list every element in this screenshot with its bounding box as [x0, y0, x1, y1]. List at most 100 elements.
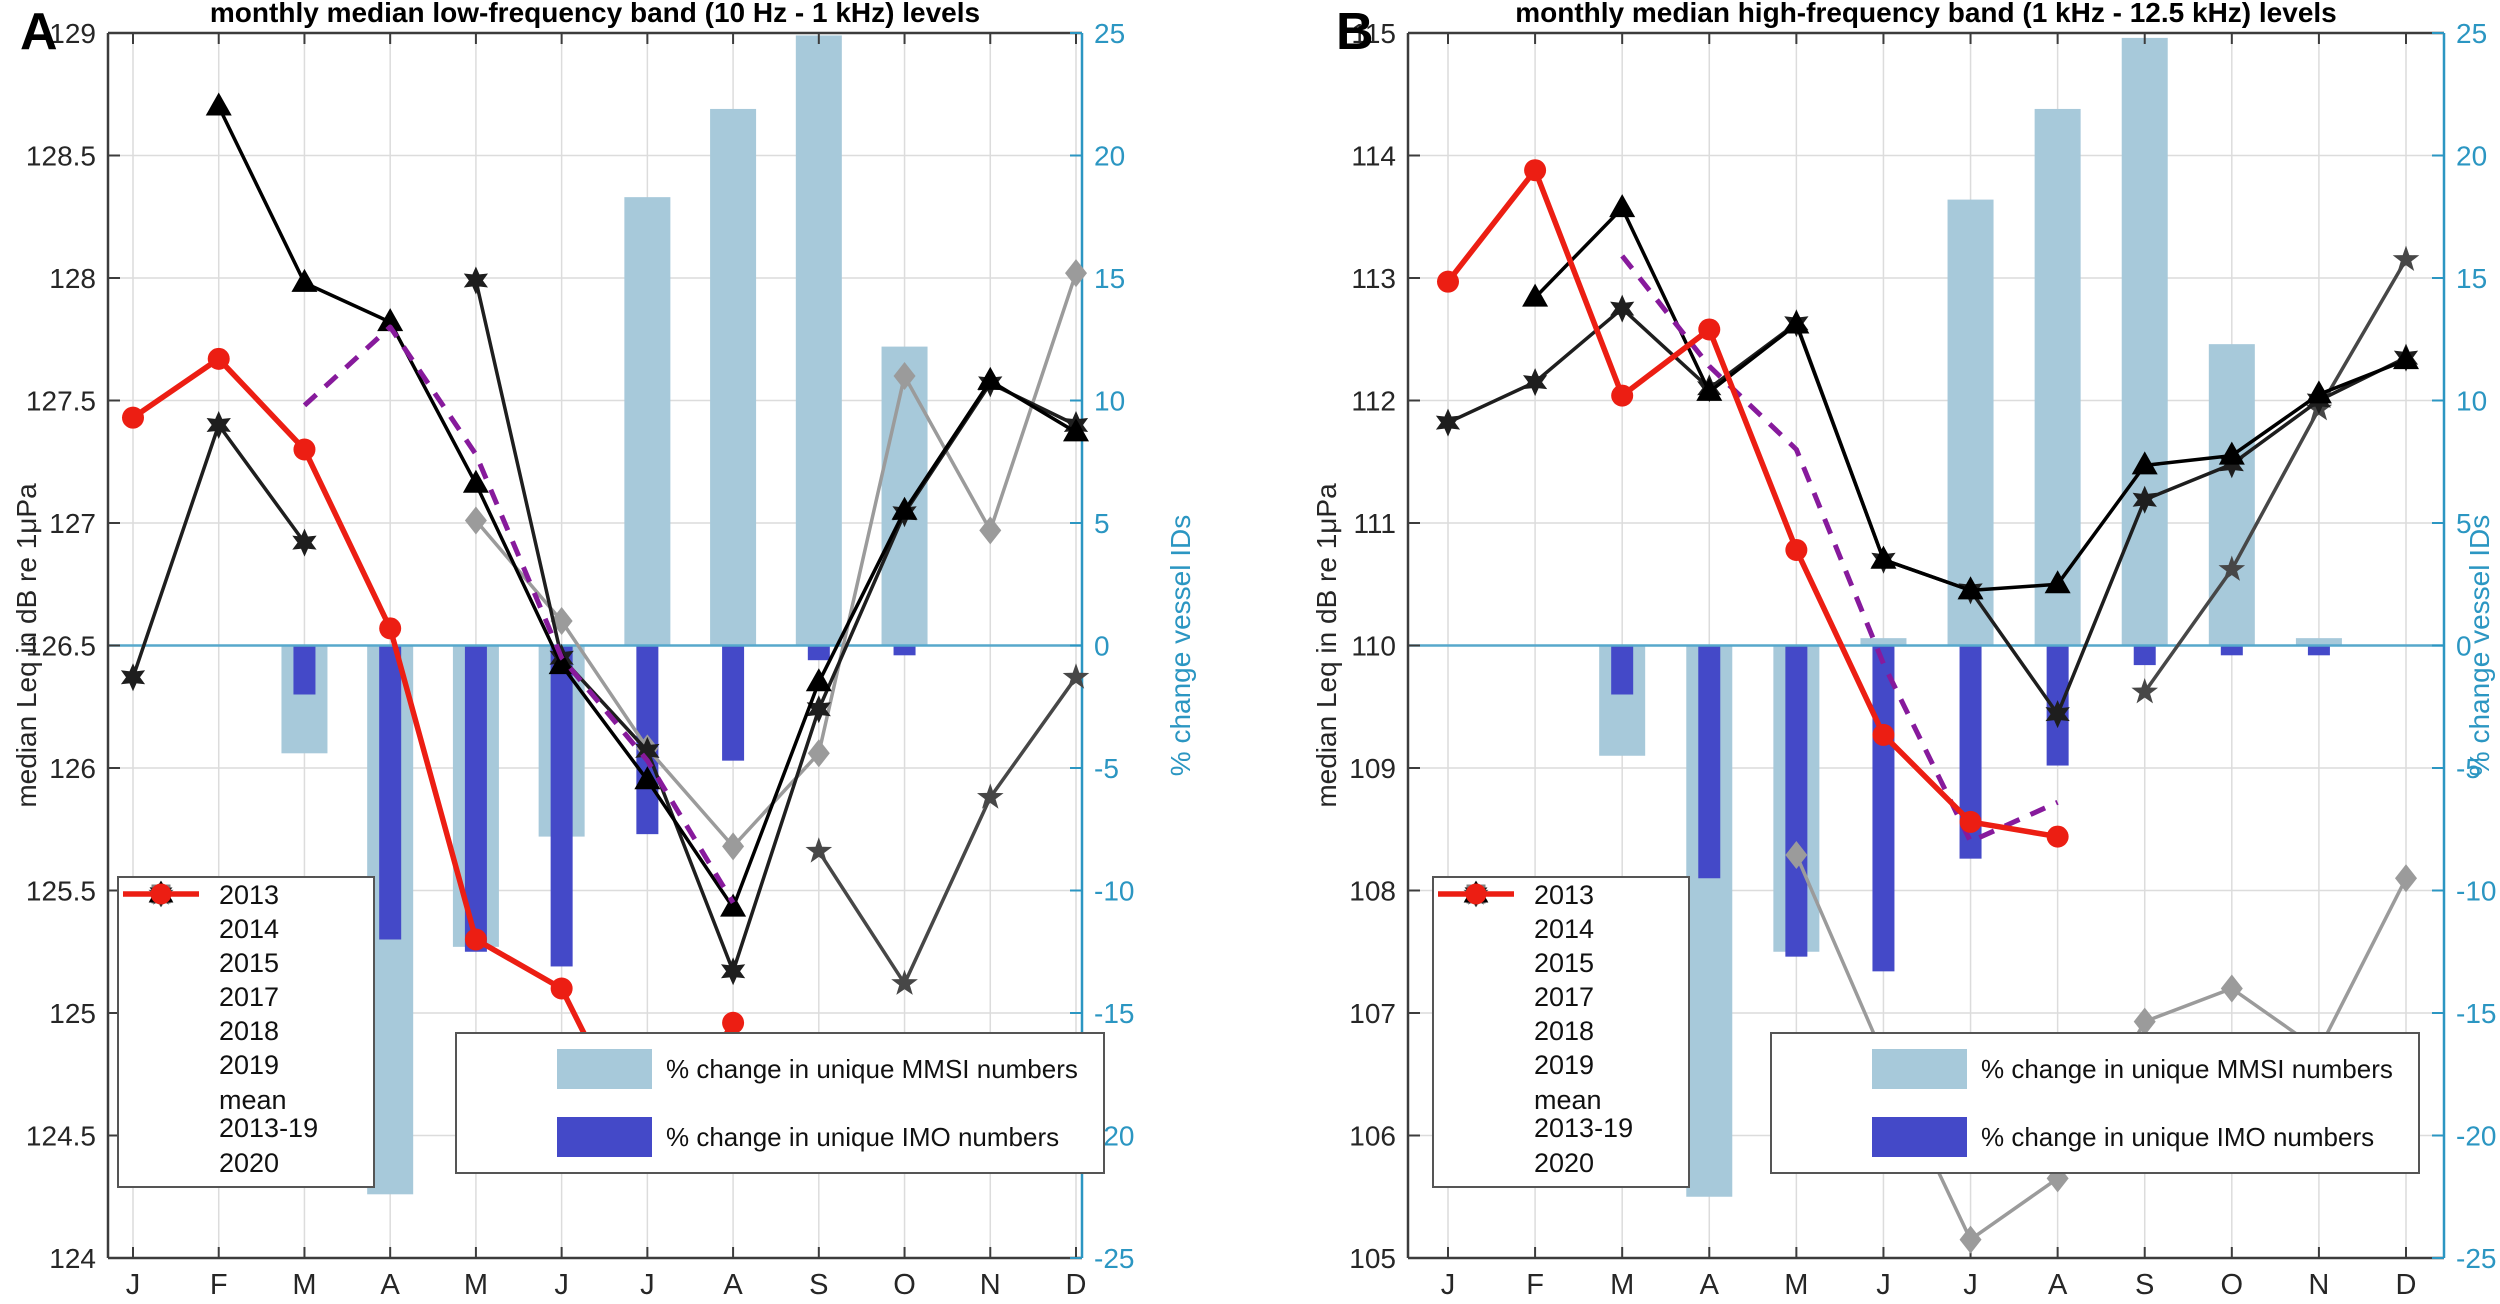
series-2020 — [1437, 159, 2069, 848]
svg-text:A: A — [2048, 1269, 2068, 1301]
legend-item-label: 2018 — [1534, 1015, 1595, 1046]
svg-text:O: O — [893, 1269, 916, 1301]
svg-text:J: J — [126, 1269, 141, 1301]
legend-item-label: 2015 — [219, 947, 280, 978]
legend-item-label: 2014 — [219, 913, 280, 944]
svg-text:J: J — [554, 1269, 569, 1301]
svg-text:monthly median high-frequency: monthly median high-frequency band (1 kH… — [1515, 0, 2337, 28]
svg-text:D: D — [2396, 1269, 2417, 1301]
legend-item-label: 2013 — [219, 879, 280, 910]
legend-item-label: 2017 — [219, 981, 280, 1012]
svg-text:112: 112 — [1351, 386, 1396, 417]
bar-legend-label: % change in unique MMSI numbers — [1981, 1053, 2393, 1084]
svg-text:128: 128 — [49, 263, 96, 294]
svg-text:0: 0 — [2456, 631, 2472, 662]
legend-sample-2020 — [1438, 883, 1514, 905]
svg-text:15: 15 — [2456, 263, 2487, 294]
svg-text:124.5: 124.5 — [26, 1121, 96, 1152]
svg-text:O: O — [2221, 1269, 2244, 1301]
panel-a-plot: 124 124.5 125 125.5 126 126.5 127 127.5 128 128.5… — [11, 0, 1196, 1301]
bar-color-patch — [557, 1117, 652, 1157]
bar-legend-item: % change in unique MMSI numbers — [457, 1036, 1103, 1102]
legend-item-label: 2013 — [1534, 879, 1595, 910]
svg-text:median Leq in dB re 1μPa: median Leq in dB re 1μPa — [1311, 483, 1342, 808]
svg-text:-5: -5 — [1094, 753, 1119, 784]
svg-text:126: 126 — [49, 753, 96, 784]
svg-text:113: 113 — [1351, 263, 1396, 294]
legend-sample-2020 — [123, 883, 199, 905]
svg-text:125: 125 — [49, 998, 96, 1029]
svg-text:J: J — [1441, 1269, 1456, 1301]
series-2017 — [2131, 245, 2420, 704]
series-mean-2013-19 — [302, 324, 736, 904]
panel-a-bar-legend: % change in unique MMSI numbers % change … — [455, 1032, 1105, 1174]
svg-text:106: 106 — [1349, 1121, 1396, 1152]
legend-item-2017: 2017 — [119, 880, 373, 1014]
legend-item-2015: 2015 — [119, 884, 373, 980]
legend-item-2018: 2018 — [119, 880, 373, 1048]
svg-text:15: 15 — [1094, 263, 1125, 294]
legend-item-2020: 2020 — [1434, 883, 1688, 1180]
series-2018 — [1435, 294, 2419, 729]
svg-text:-25: -25 — [1094, 1243, 1134, 1274]
axes — [1406, 31, 2446, 1260]
svg-text:-10: -10 — [1094, 876, 1134, 907]
svg-text:127.5: 127.5 — [26, 386, 96, 417]
legend-item-label: 2018 — [219, 1015, 280, 1046]
svg-text:D: D — [1066, 1269, 1087, 1301]
bar-legend-item: % change in unique IMO numbers — [457, 1104, 1103, 1170]
svg-text:M: M — [292, 1269, 316, 1301]
legend-item-2020: 2020 — [119, 883, 373, 1180]
legend-item-2014: 2014 — [1434, 880, 1688, 946]
imo-bars — [293, 645, 916, 967]
svg-text:107: 107 — [1349, 998, 1396, 1029]
svg-text:-10: -10 — [2456, 876, 2496, 907]
svg-text:109: 109 — [1349, 753, 1396, 784]
svg-text:111: 111 — [1353, 508, 1396, 539]
bar-legend-item: % change in unique MMSI numbers — [1772, 1036, 2418, 1102]
series-2019 — [205, 92, 1089, 917]
svg-text:114: 114 — [1351, 141, 1396, 172]
svg-text:F: F — [1526, 1269, 1544, 1301]
legend-item-mean: mean 2013-19 — [119, 891, 373, 1146]
svg-text:M: M — [1610, 1269, 1634, 1301]
svg-text:median Leq in dB re 1μPa: median Leq in dB re 1μPa — [11, 483, 42, 808]
svg-text:115: 115 — [1351, 18, 1396, 49]
svg-text:M: M — [464, 1269, 488, 1301]
panel-b-year-legend: 2013 2014 2015 2017 2018 2019 mean 2013-19 2020 — [1432, 876, 1690, 1188]
bar-legend-label: % change in unique MMSI numbers — [666, 1053, 1078, 1084]
svg-text:129: 129 — [49, 18, 96, 49]
svg-text:105: 105 — [1349, 1243, 1396, 1274]
legend-item-2018: 2018 — [1434, 880, 1688, 1048]
svg-text:-15: -15 — [1094, 998, 1134, 1029]
svg-text:S: S — [2135, 1269, 2154, 1301]
series-2017 — [805, 663, 1090, 995]
legend-item-label: 2017 — [1534, 981, 1595, 1012]
legend-item-2014: 2014 — [119, 880, 373, 946]
legend-item-2019: 2019 — [1434, 880, 1688, 1082]
svg-text:monthly median low-frequency b: monthly median low-frequency band (10 Hz… — [210, 0, 980, 28]
series-mean-2013-19 — [1620, 254, 2059, 844]
svg-text:10: 10 — [1094, 386, 1125, 417]
panel-b-plot: 105106107108109110111112113114115-25-20-… — [1311, 0, 2496, 1301]
panel-a-year-legend: 2013 2014 2015 2017 2018 2019 mean 2013-19 2020 — [117, 876, 375, 1188]
legend-item-label: 2015 — [1534, 947, 1595, 978]
legend-item-2015: 2015 — [1434, 884, 1688, 980]
svg-text:M: M — [1784, 1269, 1808, 1301]
svg-text:5: 5 — [2456, 508, 2472, 539]
mmsi-bars — [1599, 37, 2342, 1197]
mmsi-bars — [281, 35, 928, 1195]
svg-text:S: S — [809, 1269, 828, 1301]
svg-text:127: 127 — [49, 508, 96, 539]
svg-text:A: A — [1700, 1269, 1720, 1301]
svg-text:126.5: 126.5 — [26, 631, 96, 662]
legend-item-label: 2019 — [219, 1049, 280, 1080]
legend-item-label: mean 2013-19 — [1534, 1084, 1634, 1143]
svg-text:-5: -5 — [2456, 753, 2481, 784]
legend-item-mean: mean 2013-19 — [1434, 891, 1688, 1146]
panel-b-bar-legend: % change in unique MMSI numbers % change … — [1770, 1032, 2420, 1174]
svg-text:10: 10 — [2456, 386, 2487, 417]
svg-text:128.5: 128.5 — [26, 141, 96, 172]
